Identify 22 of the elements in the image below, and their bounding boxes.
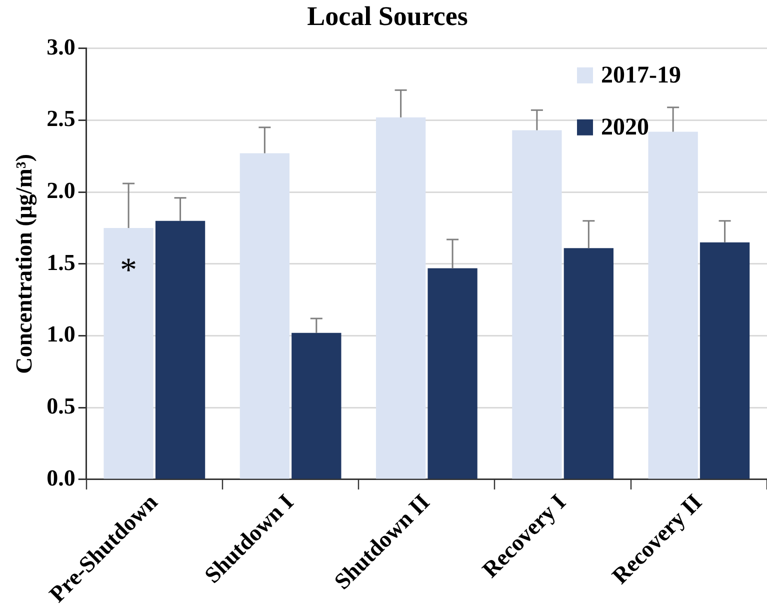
bar — [104, 228, 154, 479]
y-tick-label: 3.0 — [46, 34, 76, 60]
y-tick-label: 1.0 — [46, 322, 76, 347]
y-tick-label: 2.0 — [46, 178, 76, 204]
y-tick-label: 0.0 — [46, 465, 76, 490]
legend-label: 2020 — [601, 114, 649, 141]
bar — [292, 332, 342, 479]
bar — [564, 248, 614, 479]
bar — [700, 242, 750, 479]
bar — [155, 220, 206, 479]
bar — [512, 130, 562, 479]
bar — [648, 132, 698, 479]
bar — [240, 153, 290, 479]
legend-label: 2017-19 — [601, 62, 681, 89]
y-axis-title: Concentration (μg/m³) — [12, 154, 38, 374]
y-tick-label: 1.5 — [46, 250, 76, 275]
y-tick-label: 2.5 — [46, 106, 76, 132]
y-tick-label: 0.5 — [46, 394, 76, 419]
annotation: * — [120, 252, 138, 289]
chart-title: Local Sources — [307, 1, 468, 32]
bar — [428, 268, 478, 479]
bar — [376, 117, 426, 479]
